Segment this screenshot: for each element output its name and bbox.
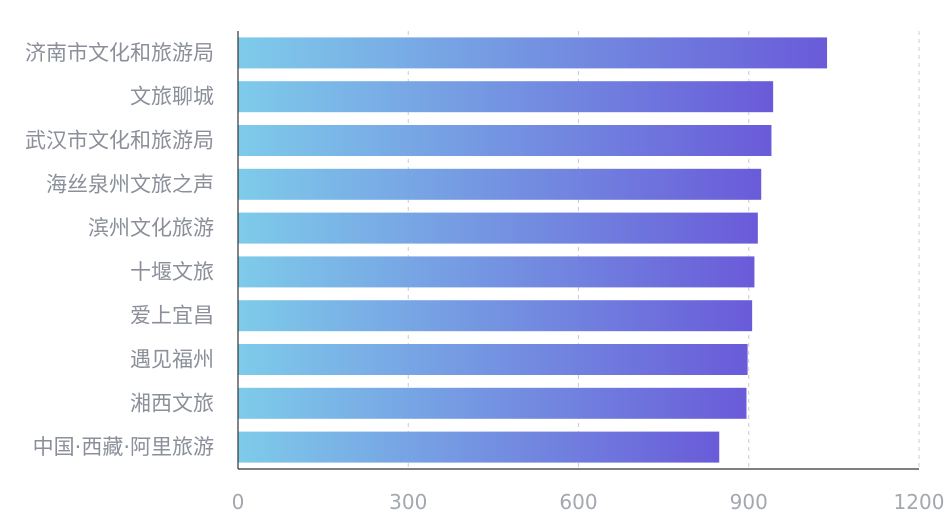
- bar: [238, 256, 755, 288]
- category-label: 济南市文化和旅游局: [25, 41, 214, 65]
- bar: [238, 212, 758, 244]
- category-label: 中国·西藏·阿里旅游: [33, 435, 214, 459]
- category-label: 海丝泉州文旅之声: [46, 172, 214, 196]
- bar: [238, 168, 762, 200]
- category-label: 爱上宜昌: [130, 304, 214, 328]
- x-tick-label: 0: [232, 490, 245, 514]
- category-labels: 济南市文化和旅游局文旅聊城武汉市文化和旅游局海丝泉州文旅之声滨州文化旅游十堰文旅…: [25, 41, 214, 459]
- bars: [238, 37, 828, 463]
- x-tick-label: 900: [730, 490, 768, 514]
- x-tick-labels: 0 300 600 900 1200: [232, 490, 945, 514]
- x-tick-label: 600: [559, 490, 597, 514]
- bar: [238, 300, 753, 332]
- x-tick-label: 300: [389, 490, 427, 514]
- category-label: 遇见福州: [130, 348, 214, 372]
- category-label: 武汉市文化和旅游局: [25, 129, 214, 153]
- axes: [237, 31, 919, 470]
- bar: [238, 37, 828, 69]
- category-label: 滨州文化旅游: [88, 216, 214, 240]
- bar: [238, 344, 748, 375]
- bar: [238, 431, 720, 463]
- category-label: 十堰文旅: [130, 260, 214, 284]
- bar: [238, 387, 747, 419]
- category-label: 文旅聊城: [130, 85, 214, 109]
- category-label: 湘西文旅: [130, 391, 214, 415]
- bar: [238, 81, 774, 113]
- bar: [238, 125, 772, 156]
- x-tick-label: 1200: [894, 490, 945, 514]
